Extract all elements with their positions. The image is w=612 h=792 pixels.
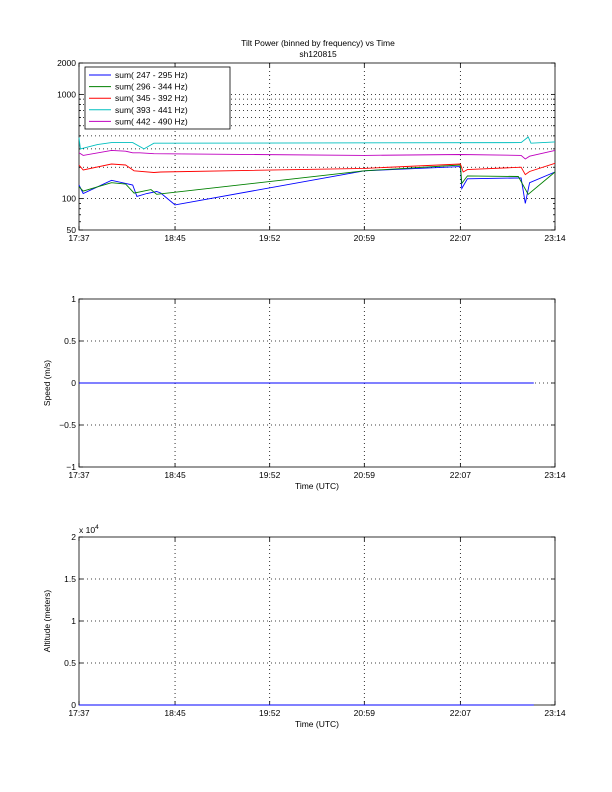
- y-tick-label: 2000: [57, 58, 76, 68]
- y-tick-label: 0: [71, 700, 76, 710]
- x-tick-label: 18:45: [164, 233, 186, 243]
- axes-frame: [78, 62, 556, 231]
- legend-label: sum( 442 - 490 Hz): [115, 116, 188, 126]
- legend-label: sum( 296 - 344 Hz): [115, 82, 188, 92]
- chart-title: Tilt Power (binned by frequency) vs Time: [241, 38, 395, 48]
- y-tick-label: 1: [71, 294, 76, 304]
- y-tick-label: −1: [66, 462, 76, 472]
- y-exponent-label: x 104: [79, 524, 99, 535]
- y-tick-label: 0: [71, 378, 76, 388]
- series-line: [78, 166, 556, 206]
- chart-subtitle: sh120815: [299, 49, 337, 59]
- series-line: [78, 149, 556, 160]
- y-tick-label: 50: [67, 225, 77, 235]
- speed-panel: 17:37 18:45 19:52 20:59 22:07 23:14 −1 −0.5 0 0.5…: [42, 294, 566, 491]
- x-tick-label: 23:14: [544, 708, 566, 718]
- y-tick-label: 1: [71, 616, 76, 626]
- x-tick-label: 20:59: [354, 233, 376, 243]
- y-tick-label: 100: [62, 194, 76, 204]
- x-tick-label: 18:45: [164, 708, 186, 718]
- x-tick-label: 22:07: [450, 708, 472, 718]
- altitude-panel: 17:37 18:45 19:52 20:59 22:07 23:14 0 0.5 1 1.5 2 T…: [42, 524, 566, 729]
- legend-label: sum( 393 - 441 Hz): [115, 105, 188, 115]
- x-tick-label: 22:07: [450, 233, 472, 243]
- x-axis-label: Time (UTC): [295, 481, 339, 491]
- x-tick-label: 18:45: [164, 470, 186, 480]
- x-tick-label: 23:14: [544, 233, 566, 243]
- legend: sum( 247 - 295 Hz)sum( 296 - 344 Hz)sum(…: [84, 66, 231, 130]
- x-tick-label: 19:52: [259, 470, 281, 480]
- x-tick-label: 20:59: [354, 708, 376, 718]
- x-tick-label: 19:52: [259, 708, 281, 718]
- x-axis-label: Time (UTC): [295, 719, 339, 729]
- x-tick-label: 22:07: [450, 470, 472, 480]
- y-tick-label: 0.5: [64, 336, 76, 346]
- x-tick-label: 17:37: [68, 708, 90, 718]
- y-tick-label: 0.5: [64, 658, 76, 668]
- series-line: [78, 162, 556, 176]
- y-axis-label: Altitude (meters): [42, 590, 52, 653]
- x-tick-label: 23:14: [544, 470, 566, 480]
- legend-label: sum( 247 - 295 Hz): [115, 70, 188, 80]
- y-axis-label: Speed (m/s): [42, 360, 52, 406]
- y-tick-label: 1.5: [64, 574, 76, 584]
- legend-label: sum( 345 - 392 Hz): [115, 93, 188, 103]
- x-tick-label: 20:59: [354, 470, 376, 480]
- x-tick-label: 17:37: [68, 233, 90, 243]
- x-tick-label: 19:52: [259, 233, 281, 243]
- x-tick-label: 17:37: [68, 470, 90, 480]
- y-tick-label: 1000: [57, 89, 76, 99]
- tilt-power-panel: 17:37 18:45 19:52 20:59 22:07 23:14 50 100 1000 2…: [57, 58, 566, 243]
- series-line: [78, 136, 556, 150]
- y-tick-label: −0.5: [59, 420, 76, 430]
- y-tick-label: 2: [71, 532, 76, 542]
- series-line: [78, 164, 556, 195]
